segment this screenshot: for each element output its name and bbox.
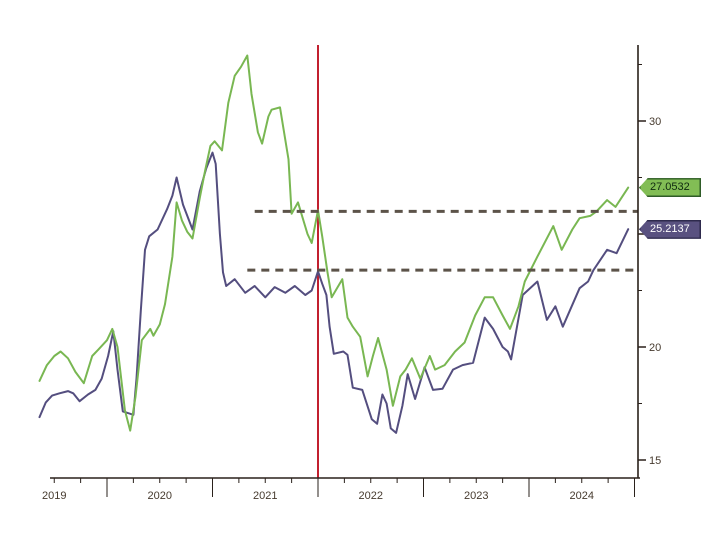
x-axis-year-label: 2020 <box>148 490 172 502</box>
price-tag-green-label: 27.0532 <box>650 181 690 194</box>
price-tag-purple: 25.2137 <box>639 219 701 239</box>
price-tag-green: 27.0532 <box>639 178 701 198</box>
x-axis-year-label: 2021 <box>253 490 277 502</box>
x-axis-year-label: 2023 <box>464 490 488 502</box>
price-tag-purple-label: 25.2137 <box>650 222 690 235</box>
x-axis-year-label: 2019 <box>42 490 66 502</box>
y-axis-tick-label: 30 <box>649 116 661 128</box>
y-axis-tick-label: 20 <box>649 342 661 354</box>
green-series-line <box>38 54 630 432</box>
x-axis-year-label: 2024 <box>570 490 594 502</box>
y-axis-tick-label: 15 <box>649 455 661 467</box>
x-axis-year-label: 2022 <box>359 490 383 502</box>
